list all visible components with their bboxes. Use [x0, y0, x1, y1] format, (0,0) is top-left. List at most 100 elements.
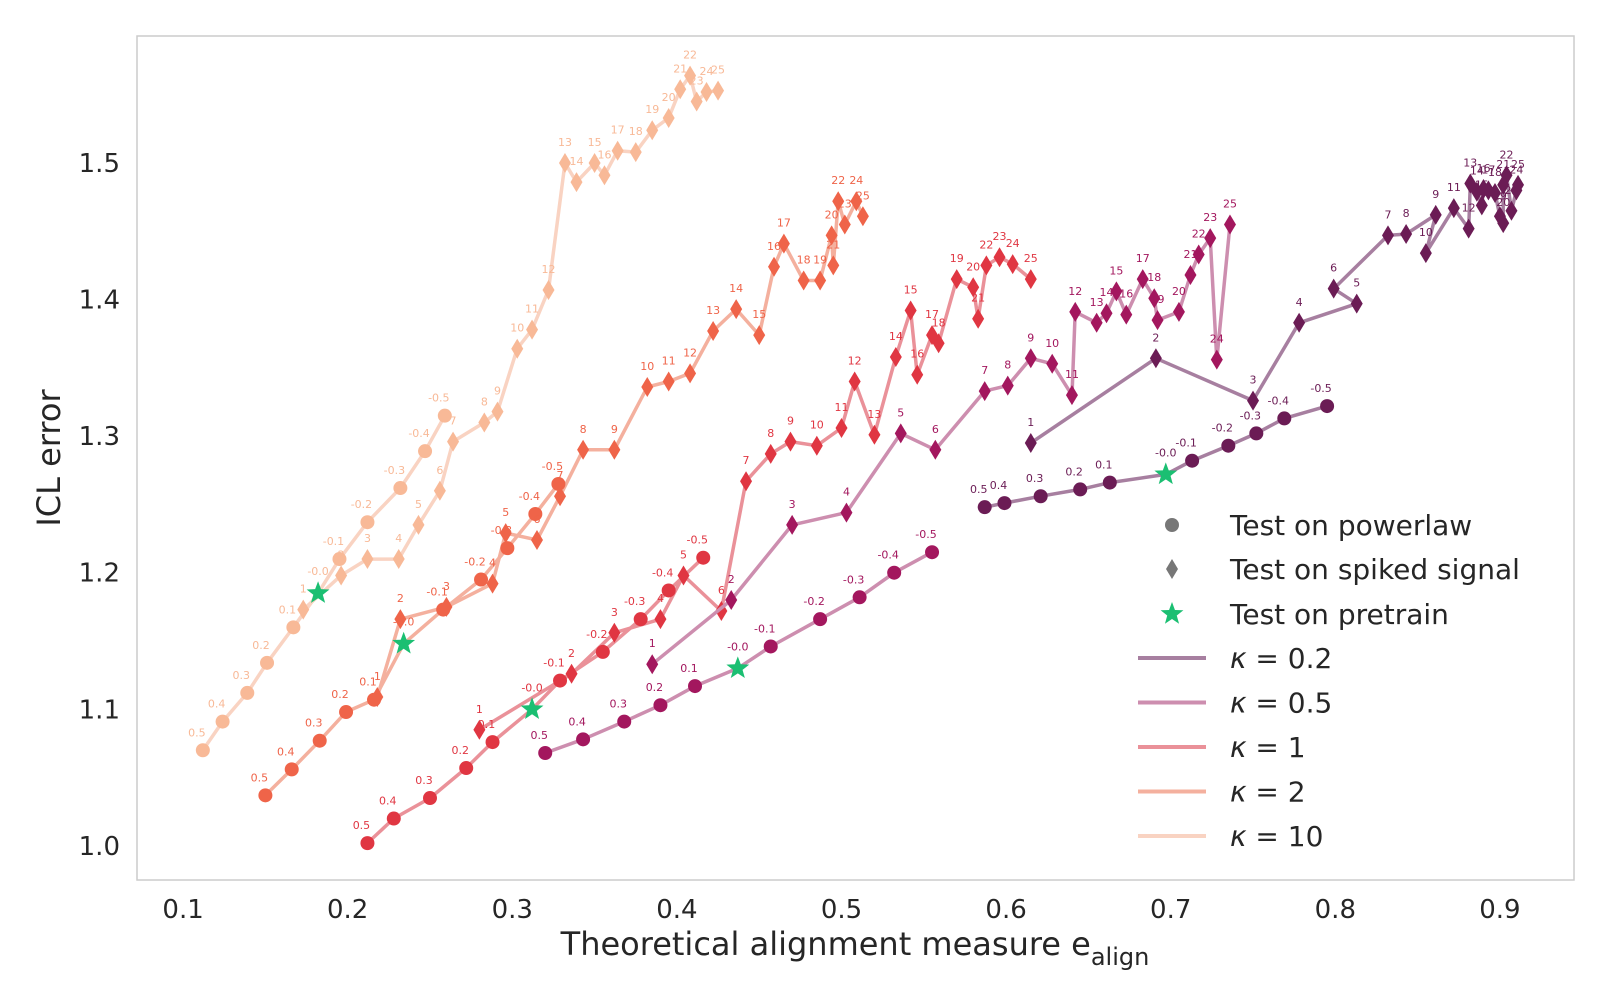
- spiked-point-label: 7: [743, 454, 750, 467]
- powerlaw-point: [661, 583, 676, 598]
- spiked-point: [825, 225, 838, 246]
- spiked-point: [565, 663, 578, 684]
- powerlaw-point: [633, 612, 648, 627]
- spiked-point: [868, 424, 881, 445]
- spiked-point-label: 25: [1223, 197, 1237, 210]
- spiked-point: [1024, 348, 1037, 369]
- spiked-point: [972, 308, 985, 329]
- spiked-point: [850, 191, 863, 212]
- powerlaw-point: [538, 745, 553, 760]
- powerlaw-point-label: 0.4: [277, 745, 295, 758]
- spiked-point: [993, 247, 1006, 268]
- powerlaw-point-label: -0.4: [652, 566, 673, 579]
- spiked-point-label: 8: [1004, 359, 1011, 372]
- spiked-point-label: 3: [364, 532, 371, 545]
- spiked-point-label: 9: [611, 423, 618, 436]
- spiked-point: [1475, 195, 1488, 216]
- powerlaw-point: [997, 496, 1012, 511]
- spiked-point: [577, 439, 590, 460]
- powerlaw-point-label: 0.5: [970, 483, 988, 496]
- spiked-point-label: 21: [971, 292, 985, 305]
- spiked-point: [588, 153, 601, 174]
- spiked-point-label: 7: [1384, 208, 1391, 221]
- spiked-point: [677, 565, 690, 586]
- spiked-point-label: 6: [1330, 262, 1337, 275]
- powerlaw-point-label: -0.5: [687, 534, 708, 547]
- spiked-point-label: 18: [932, 316, 946, 329]
- pretrain-point-label: -0.0: [521, 681, 542, 694]
- powerlaw-point-label: -0.1: [426, 586, 447, 599]
- powerlaw-point: [260, 655, 275, 670]
- spiked-point-label: 18: [629, 125, 643, 138]
- powerlaw-point-label: -0.4: [1268, 394, 1289, 407]
- powerlaw-point-label: 0.2: [331, 688, 349, 701]
- pretrain-point-label: -0.0: [1155, 446, 1176, 459]
- spiked-point: [1223, 214, 1236, 235]
- spiked-point-label: 20: [966, 260, 980, 273]
- spiked-point: [904, 300, 917, 321]
- spiked-point: [1192, 244, 1205, 265]
- spiked-point-label: 5: [415, 498, 422, 511]
- powerlaw-point: [258, 788, 273, 803]
- spiked-point: [570, 172, 583, 193]
- spiked-point-label: 4: [1296, 296, 1303, 309]
- spiked-point-label: 14: [569, 155, 583, 168]
- spiked-point-label: 13: [867, 408, 881, 421]
- spiked-point: [1090, 312, 1103, 333]
- pretrain-star: [306, 581, 330, 603]
- spiked-point: [835, 417, 848, 438]
- spiked-point: [412, 514, 425, 535]
- powerlaw-point-label: -0.5: [915, 528, 936, 541]
- powerlaw-point: [332, 552, 347, 567]
- powerlaw-point-label: 0.3: [233, 669, 251, 682]
- spiked-point-label: 24: [849, 174, 863, 187]
- plot-frame: [136, 35, 1575, 881]
- spiked-point-label: 2: [568, 647, 575, 660]
- pretrain-star: [1154, 462, 1178, 485]
- spiked-point: [554, 486, 567, 507]
- y-axis-label: ICL error: [30, 389, 68, 527]
- powerlaw-point-label: 0.5: [251, 771, 269, 784]
- spiked-point-label: 12: [542, 263, 556, 276]
- powerlaw-point: [528, 506, 543, 521]
- powerlaw-point-label: -0.5: [1310, 382, 1331, 395]
- legend-kappa-label: κ = 10: [1230, 820, 1323, 853]
- spiked-point-label: 21: [1183, 248, 1197, 261]
- x-tick-label: 0.9: [1479, 895, 1520, 925]
- spiked-point-label: 9: [787, 415, 794, 428]
- spiked-point-label: 16: [1476, 162, 1490, 175]
- powerlaw-point-label: -0.4: [877, 549, 898, 562]
- spiked-point-label: 11: [835, 401, 849, 414]
- powerlaw-point-label: -0.1: [543, 657, 564, 670]
- powerlaw-point-label: -0.4: [408, 427, 429, 440]
- spiked-point: [1505, 200, 1518, 221]
- spiked-point-label: 2: [728, 573, 735, 586]
- powerlaw-point: [553, 673, 568, 688]
- spiked-point-label: 17: [611, 124, 625, 137]
- spiked-point-label: 1: [374, 670, 381, 683]
- spiked-point: [394, 609, 407, 630]
- spiked-point: [611, 140, 624, 161]
- spiked-point-label: 10: [640, 360, 654, 373]
- spiked-point: [753, 325, 766, 346]
- powerlaw-point: [688, 679, 703, 694]
- spiked-point: [730, 299, 743, 320]
- pretrain-point-label: -0.0: [393, 616, 414, 629]
- spiked-point: [662, 107, 675, 128]
- powerlaw-point-label: -0.1: [1175, 437, 1196, 450]
- spiked-point-label: 23: [993, 230, 1007, 243]
- x-tick-label: 0.8: [1315, 895, 1356, 925]
- spiked-point-label: 23: [838, 197, 852, 210]
- powerlaw-point: [422, 791, 437, 806]
- spiked-point: [473, 719, 486, 740]
- powerlaw-point-label: -0.3: [624, 595, 645, 608]
- spiked-point: [662, 371, 675, 392]
- spiked-point: [1024, 269, 1037, 290]
- x-tick-label: 0.7: [1150, 895, 1191, 925]
- spiked-point: [967, 277, 980, 298]
- spiked-point-label: 24: [1210, 333, 1224, 346]
- spiked-point: [797, 270, 810, 291]
- legend-label: Test on powerlaw: [1229, 509, 1472, 542]
- spiked-point-label: 14: [889, 330, 903, 343]
